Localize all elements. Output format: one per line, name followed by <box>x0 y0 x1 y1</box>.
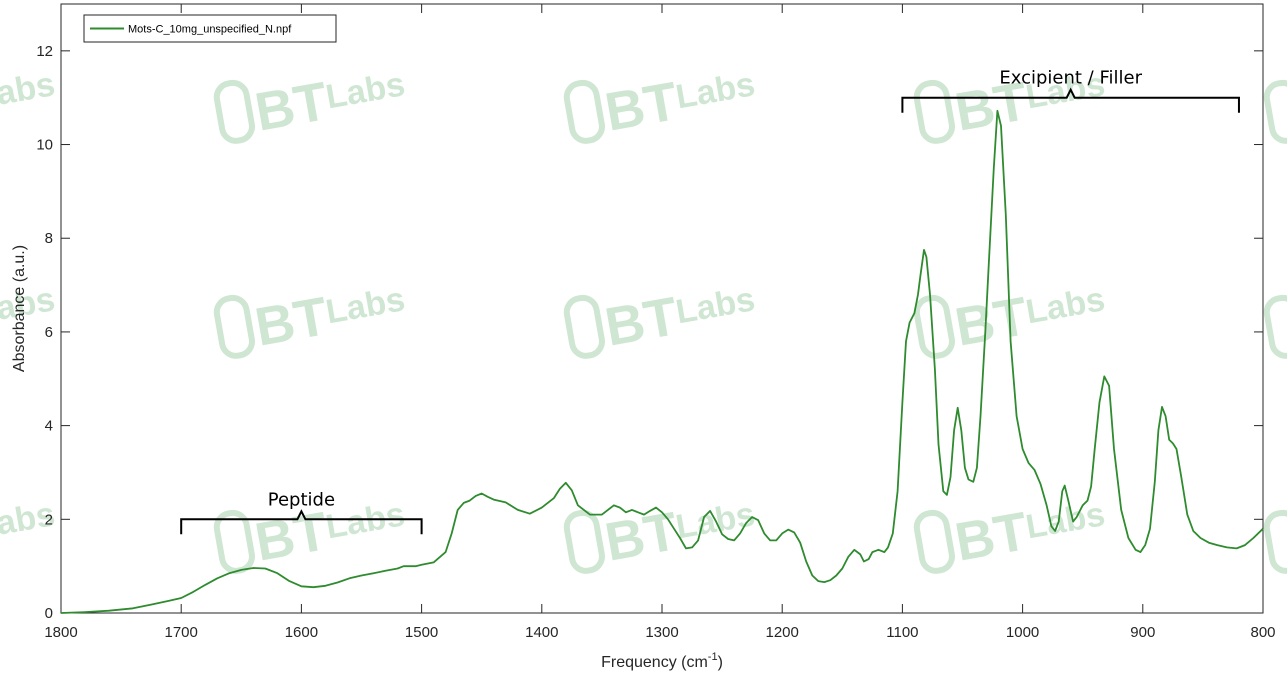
x-axis-label-main: Frequency (cm <box>601 654 708 671</box>
watermark-labs: Labs <box>1023 280 1108 331</box>
watermark-bt: BT <box>601 71 682 143</box>
x-tick-label: 900 <box>1130 624 1155 641</box>
bracket <box>180 509 423 535</box>
test-tube-icon <box>913 509 955 574</box>
watermark-bt: BT <box>951 501 1032 573</box>
watermark-bt: BT <box>251 501 332 573</box>
x-tick-label: 1100 <box>886 624 918 641</box>
test-tube-icon <box>1263 79 1287 144</box>
y-tick-label: 4 <box>45 418 53 435</box>
legend-entry: Mots-C_10mg_unspecified_N.npf <box>128 24 292 36</box>
test-tube-icon <box>563 79 605 144</box>
annotation-label: Excipient / Filler <box>999 68 1142 89</box>
watermark-bt: BT <box>951 286 1032 358</box>
test-tube-icon <box>913 294 955 359</box>
watermark-labs: Labs <box>1023 495 1108 546</box>
test-tube-icon <box>563 509 605 574</box>
y-tick-label: 0 <box>45 605 53 622</box>
watermark-labs: Labs <box>673 65 758 116</box>
y-tick-label: 2 <box>45 511 53 528</box>
x-tick-label: 1800 <box>44 624 77 641</box>
x-axis-label-end: ) <box>718 654 723 671</box>
watermark-labs: Labs <box>0 65 58 116</box>
watermark-bt: BT <box>251 71 332 143</box>
series-layer <box>60 109 1264 614</box>
x-axis-label: Frequency (cm-1) <box>601 651 723 671</box>
test-tube-icon <box>1263 294 1287 359</box>
annotation-layer: Peptide Excipient / Filler <box>180 68 1240 535</box>
x-tick-label: 1700 <box>165 624 198 641</box>
watermark-bt: BT <box>251 286 332 358</box>
y-tick-label: 8 <box>45 230 53 247</box>
legend-box <box>83 14 337 43</box>
test-tube-icon <box>1263 509 1287 574</box>
y-tick-label: 6 <box>45 324 53 341</box>
legend: Mots-C_10mg_unspecified_N.npf <box>83 14 337 43</box>
watermark-bt: BT <box>601 501 682 573</box>
x-tick-label: 800 <box>1250 624 1275 641</box>
watermark-bt: BT <box>601 286 682 358</box>
bracket <box>901 87 1240 113</box>
watermark-labs: Labs <box>673 280 758 331</box>
y-axis-label: Absorbance (a.u.) <box>11 245 28 372</box>
test-tube-icon <box>213 294 255 359</box>
x-tick-label: 1600 <box>285 624 318 641</box>
x-tick-label: 1400 <box>525 624 558 641</box>
annotation-label: Peptide <box>268 489 335 510</box>
axis-ticks: 1800 1700 1600 1500 1400 1300 1200 1100 1000 900 8… <box>36 4 1276 641</box>
x-tick-label: 1000 <box>1006 624 1039 641</box>
x-axis-label-sup: -1 <box>708 651 718 663</box>
watermark-bt: BT <box>951 71 1032 143</box>
watermark-labs: Labs <box>323 280 408 331</box>
test-tube-icon <box>563 294 605 359</box>
y-tick-label: 10 <box>36 137 53 154</box>
x-tick-label: 1500 <box>405 624 438 641</box>
x-tick-label: 1200 <box>766 624 799 641</box>
test-tube-icon <box>213 79 255 144</box>
watermark-labs: Labs <box>323 65 408 116</box>
watermark-labs: Labs <box>323 495 408 546</box>
x-tick-label: 1300 <box>645 624 678 641</box>
series-line <box>60 109 1264 614</box>
y-tick-label: 12 <box>36 43 53 60</box>
test-tube-icon <box>913 79 955 144</box>
